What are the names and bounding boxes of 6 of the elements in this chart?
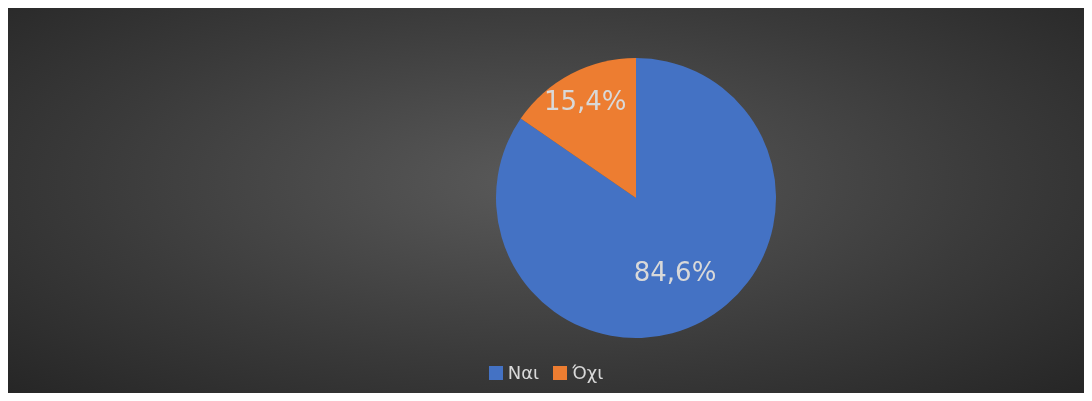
pie-slice bbox=[496, 58, 776, 338]
legend-label: Ναι bbox=[506, 362, 540, 383]
legend-label: Όχι bbox=[571, 362, 604, 383]
data-label: 84,6% bbox=[633, 257, 717, 288]
pie-slice bbox=[520, 58, 636, 198]
data-label: 15,4% bbox=[543, 86, 627, 117]
